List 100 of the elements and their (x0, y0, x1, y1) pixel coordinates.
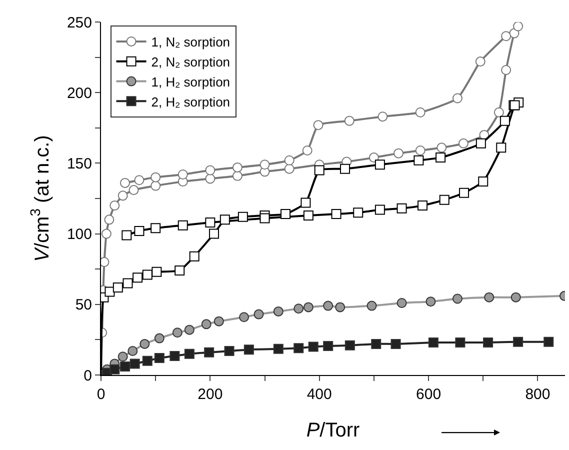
point (150, 223, 161, 234)
point (130, 358, 140, 369)
point (280, 209, 291, 220)
point (189, 251, 200, 262)
point (436, 142, 447, 153)
point (378, 112, 388, 122)
point (205, 165, 216, 176)
legend-label: 1, H₂ sorption (151, 74, 230, 90)
point (335, 302, 346, 312)
point (118, 352, 128, 362)
point (374, 160, 385, 170)
y-tick-label: 150 (66, 155, 92, 172)
point (303, 210, 314, 220)
point (209, 228, 219, 239)
point (452, 93, 462, 104)
y-tick-label: 0 (84, 367, 92, 384)
point (494, 107, 504, 118)
point (313, 120, 324, 130)
point (415, 145, 426, 156)
point (104, 214, 114, 225)
point (120, 178, 130, 188)
point (178, 220, 188, 230)
point (110, 200, 120, 211)
x-tick-label: 400 (306, 386, 332, 403)
point (134, 175, 144, 186)
point (458, 138, 468, 148)
point (184, 324, 194, 335)
point (501, 65, 512, 76)
y-tick-label: 200 (66, 84, 92, 102)
point (238, 212, 248, 222)
point (436, 152, 446, 163)
point (224, 346, 234, 356)
y-tick-label: 100 (66, 226, 92, 244)
point (260, 213, 270, 224)
point (101, 228, 112, 239)
point (396, 298, 407, 308)
point (204, 347, 214, 358)
point (294, 343, 304, 354)
point (368, 152, 379, 163)
point (483, 338, 494, 348)
point (178, 170, 188, 180)
point (501, 31, 512, 42)
point (513, 22, 524, 32)
point (452, 294, 462, 304)
point (544, 336, 554, 347)
point (273, 344, 284, 354)
point (371, 338, 382, 349)
point (476, 138, 486, 148)
point (112, 282, 123, 292)
point (128, 185, 139, 196)
point (300, 198, 311, 208)
point (122, 278, 133, 288)
point (513, 336, 524, 347)
point (496, 142, 506, 153)
point (214, 316, 224, 326)
y-tick-label: 50 (75, 296, 92, 314)
point (284, 155, 294, 166)
point (118, 190, 128, 201)
point (500, 116, 510, 126)
point (418, 200, 428, 211)
point (344, 116, 354, 126)
point (428, 338, 438, 348)
point (128, 346, 138, 356)
legend-label: 2, N₂ sorption (151, 54, 230, 70)
point (284, 164, 294, 174)
point (142, 270, 152, 280)
point (426, 296, 436, 307)
point (303, 302, 314, 312)
point (374, 204, 385, 215)
x-axis-title: P/Torr (306, 420, 360, 442)
point (294, 304, 304, 314)
point (439, 194, 450, 205)
point (232, 162, 242, 172)
point (308, 342, 318, 352)
point (134, 226, 144, 236)
point (394, 148, 404, 158)
point (510, 292, 521, 302)
point (110, 364, 120, 374)
legend-label: 1, N₂ sorption (151, 34, 230, 50)
point (314, 165, 324, 176)
point (455, 338, 466, 348)
point (475, 56, 486, 67)
point (254, 309, 264, 320)
point (172, 328, 182, 338)
x-tick-label: 0 (96, 386, 106, 403)
point (353, 208, 364, 218)
point (150, 172, 161, 182)
legend-label: 2, H₂ sorption (151, 94, 230, 110)
point (132, 272, 143, 283)
point (459, 188, 470, 198)
point (390, 338, 401, 349)
point (323, 300, 334, 311)
x-tick-label: 600 (416, 386, 442, 403)
point (415, 107, 426, 118)
point (260, 160, 270, 170)
point (120, 362, 130, 372)
point (154, 353, 164, 364)
y-tick-label: 250 (66, 14, 92, 32)
point (340, 164, 350, 174)
point (478, 176, 488, 187)
